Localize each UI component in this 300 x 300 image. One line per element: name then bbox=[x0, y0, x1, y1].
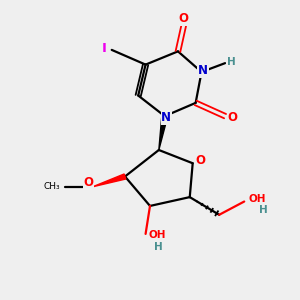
Text: H: H bbox=[259, 206, 268, 215]
Text: OH: OH bbox=[249, 194, 266, 204]
Text: H: H bbox=[154, 242, 163, 252]
Polygon shape bbox=[93, 174, 126, 187]
Text: O: O bbox=[195, 154, 205, 167]
Text: O: O bbox=[179, 13, 189, 26]
Text: CH₃: CH₃ bbox=[44, 182, 60, 191]
Text: N: N bbox=[198, 64, 208, 77]
Text: H: H bbox=[226, 57, 235, 67]
Text: O: O bbox=[83, 176, 93, 189]
Text: N: N bbox=[161, 111, 171, 124]
Text: O: O bbox=[227, 111, 237, 124]
Text: OH: OH bbox=[148, 230, 166, 240]
Polygon shape bbox=[159, 116, 168, 150]
Text: I: I bbox=[102, 42, 107, 55]
